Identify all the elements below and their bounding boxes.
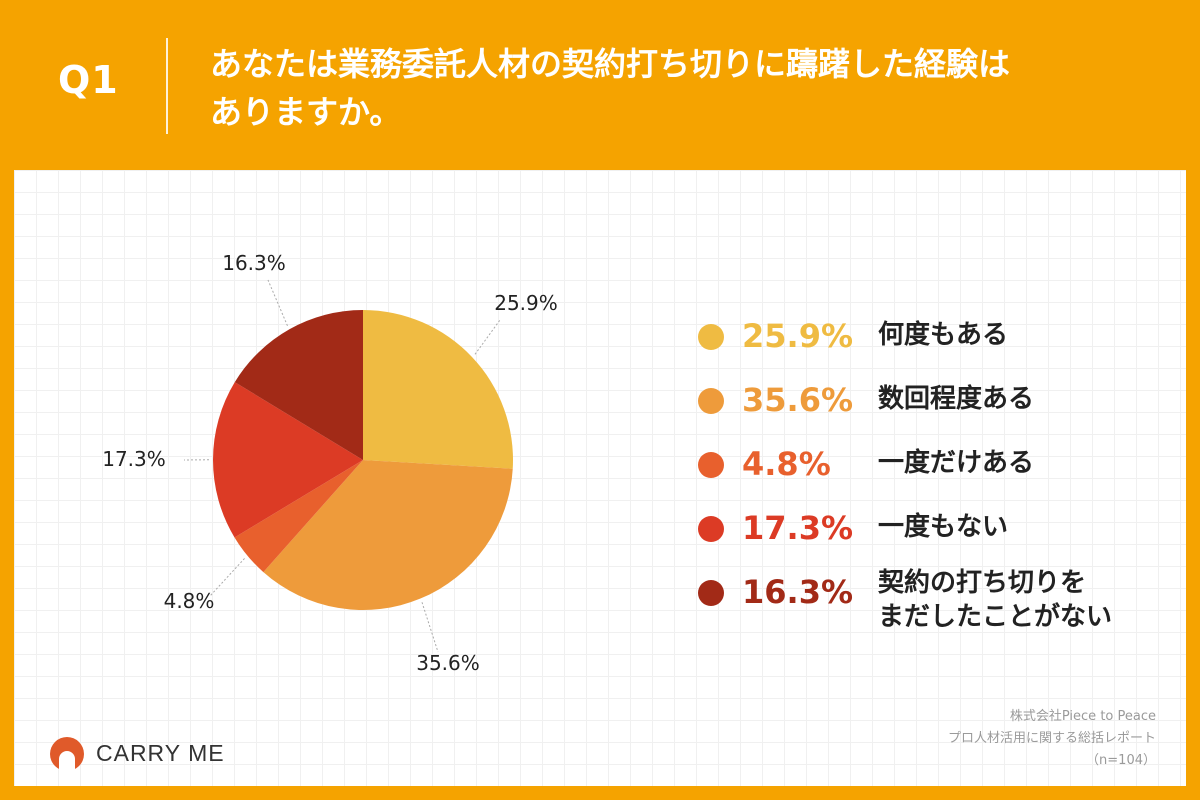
pie-slice <box>212 382 363 538</box>
legend-item: 4.8% 一度だけある <box>698 438 1168 502</box>
legend-item: 25.9% 何度もある <box>698 310 1168 374</box>
pie-slice <box>234 460 363 573</box>
brand-name: CARRY ME <box>96 740 225 766</box>
pie-slice <box>363 310 513 469</box>
source-note: 株式会社Piece to Peace プロ人材活用に関する総括レポート （n=1… <box>948 706 1156 772</box>
legend-label: 一度だけある <box>878 448 1035 478</box>
source-report: プロ人材活用に関する総括レポート <box>947 731 1156 746</box>
question-title-line-2: ありますか。 <box>210 93 402 131</box>
legend-swatch <box>698 580 724 606</box>
pie-slice <box>234 310 363 460</box>
header: Q1 あなたは業務委託人材の契約打ち切りに躊躇した経験は ありますか。 <box>0 0 1200 170</box>
legend-label-line-2: まだしたことがない <box>878 602 1113 632</box>
pie-chart: 25.9% 35.6% 4.8% 17.3% 16.3% <box>102 251 558 675</box>
sample-size: （n=104） <box>1086 753 1156 768</box>
legend-item: 16.3% 契約の打ち切りを まだしたことがない <box>698 566 1168 632</box>
question-number: Q1 <box>58 58 119 102</box>
leader-line <box>421 602 439 653</box>
leader-line <box>209 558 245 597</box>
legend-percent: 16.3% <box>742 573 854 611</box>
legend-label: 数回程度ある <box>878 384 1035 414</box>
legend-swatch <box>698 388 724 414</box>
legend-label: 契約の打ち切りを まだしたことがない <box>878 566 1168 634</box>
pie-data-label: 35.6% <box>416 651 480 675</box>
legend: 25.9% 何度もある 35.6% 数回程度ある 4.8% 一度だけある 17.… <box>698 310 1168 632</box>
pie-data-label: 16.3% <box>222 251 286 275</box>
legend-swatch <box>698 452 724 478</box>
legend-percent: 35.6% <box>742 381 854 419</box>
legend-label: 何度もある <box>878 320 1009 350</box>
question-title: あなたは業務委託人材の契約打ち切りに躊躇した経験は ありますか。 <box>210 40 1170 136</box>
pie-data-label: 25.9% <box>494 291 558 315</box>
legend-label-line-1: 契約の打ち切りを <box>878 568 1087 598</box>
question-title-line-1: あなたは業務委託人材の契約打ち切りに躊躇した経験は <box>210 45 1011 83</box>
pie-data-label: 17.3% <box>102 447 166 471</box>
pie-slice <box>263 460 513 610</box>
legend-swatch <box>698 516 724 542</box>
pie-data-label: 4.8% <box>164 589 215 613</box>
brand-mark-icon <box>50 737 84 773</box>
legend-swatch <box>698 324 724 350</box>
leader-line <box>474 319 501 355</box>
legend-item: 17.3% 一度もない <box>698 502 1168 566</box>
leader-line <box>267 279 288 326</box>
legend-percent: 4.8% <box>742 445 831 483</box>
source-company: 株式会社Piece to Peace <box>1009 709 1156 724</box>
legend-percent: 17.3% <box>742 509 854 547</box>
legend-item: 35.6% 数回程度ある <box>698 374 1168 438</box>
chart-panel: 25.9% 35.6% 4.8% 17.3% 16.3% 25.9% 何度もある 35.… <box>14 170 1186 786</box>
header-divider <box>166 38 168 134</box>
legend-percent: 25.9% <box>742 317 854 355</box>
legend-label: 一度もない <box>878 512 1009 542</box>
